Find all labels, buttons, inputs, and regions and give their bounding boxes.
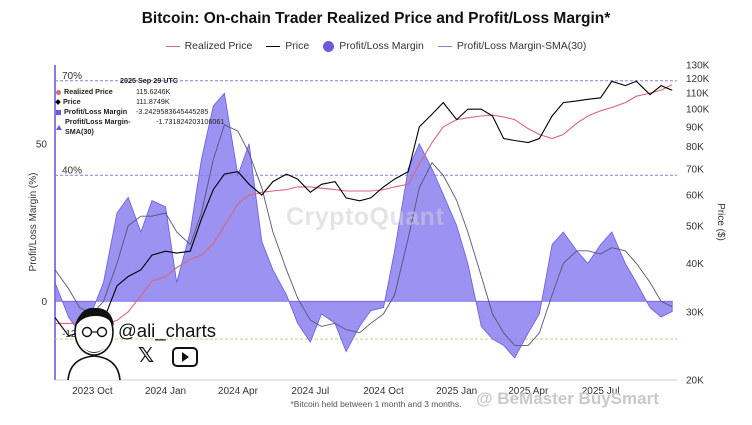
- youtube-icon[interactable]: [172, 347, 199, 367]
- left-tick-0: 50: [36, 139, 48, 150]
- tooltip-value: -1.731824203106061: [156, 117, 225, 126]
- tooltip-label: Realized Price: [64, 87, 113, 96]
- tooltip-value: -3.2429583645445285: [136, 107, 209, 116]
- legend-label-margin: Profit/Loss Margin: [339, 40, 424, 52]
- tooltip-label: Price: [63, 97, 81, 106]
- price-marker-icon: [55, 99, 61, 105]
- right-tick-4: 90K: [686, 122, 704, 133]
- tooltip-label: Profit/Loss Margin-SMA(30): [65, 117, 131, 136]
- x-icon[interactable]: 𝕏: [138, 345, 155, 367]
- margin-sma-line: [54, 124, 673, 346]
- legend-swatch-margin: [323, 40, 335, 52]
- right-tick-11: 20K: [686, 376, 704, 387]
- right-tick-8: 50K: [686, 221, 704, 232]
- tooltip-row-realized: Realized Price 115.6246K: [56, 87, 236, 97]
- legend-label-margin-sma: Profit/Loss Margin-SMA(30): [456, 40, 587, 52]
- author-handle: @ali_charts: [118, 320, 216, 341]
- x-tick-6: 2025 Apr: [508, 386, 549, 397]
- tooltip-label: Profit/Loss Margin: [64, 107, 128, 116]
- x-tick-1: 2024 Jan: [145, 386, 186, 397]
- right-axis-label: Price ($): [715, 203, 726, 241]
- margin-area: [54, 92, 673, 359]
- legend: Realized Price Price Profit/Loss Margin …: [0, 40, 752, 52]
- legend-item-realized-price[interactable]: Realized Price: [165, 40, 253, 52]
- tooltip-value: 115.6246K: [136, 87, 171, 96]
- right-tick-3: 100K: [686, 105, 710, 116]
- realized-price-line: [55, 84, 673, 326]
- reference-line-label-1: 40%: [62, 165, 82, 176]
- right-tick-5: 80K: [686, 142, 704, 153]
- cryptoquant-watermark: CryptoQuant: [286, 203, 445, 231]
- legend-label-price: Price: [285, 40, 310, 52]
- left-axis-label: Profit/Loss Margin (%): [28, 173, 39, 272]
- reference-line-label-0: 70%: [62, 71, 82, 82]
- left-tick-1: 0: [41, 297, 47, 308]
- legend-swatch-margin-sma: [437, 45, 452, 47]
- right-tick-1: 120K: [686, 74, 710, 85]
- footnote: *Bitcoin held between 1 month and 3 mont…: [290, 399, 462, 409]
- legend-item-price[interactable]: Price: [266, 40, 309, 52]
- chart-title: Bitcoin: On-chain Trader Realized Price …: [141, 10, 611, 27]
- x-tick-0: 2023 Oct: [72, 386, 113, 397]
- tooltip-row-margin: Profit/Loss Margin -3.2429583645445285: [56, 107, 236, 117]
- right-tick-9: 40K: [686, 259, 704, 270]
- chart-tooltip: 2025 Sep 29 UTC Realized Price 115.6246K…: [55, 76, 236, 137]
- right-tick-10: 30K: [686, 307, 704, 318]
- legend-item-margin-sma[interactable]: Profit/Loss Margin-SMA(30): [437, 40, 587, 52]
- x-tick-4: 2024 Oct: [363, 386, 404, 397]
- sma-marker-icon: [56, 124, 62, 130]
- x-tick-7: 2025 Jul: [582, 386, 620, 397]
- x-tick-3: 2024 Jul: [291, 386, 329, 397]
- realized-price-marker-icon: [56, 89, 61, 95]
- right-tick-0: 130K: [686, 61, 710, 72]
- x-tick-2: 2024 Apr: [218, 386, 259, 397]
- margin-marker-icon: [56, 109, 61, 115]
- price-line: [54, 80, 673, 337]
- tooltip-row-sma: Profit/Loss Margin-SMA(30) -1.7318242031…: [56, 117, 236, 137]
- tooltip-date: 2025 Sep 29 UTC: [120, 76, 178, 85]
- right-tick-6: 70K: [686, 165, 704, 176]
- tooltip-value: 111.8749K: [136, 97, 170, 106]
- legend-label-realized-price: Realized Price: [184, 40, 253, 52]
- legend-swatch-realized-price: [165, 45, 180, 47]
- legend-swatch-price: [266, 45, 281, 47]
- x-tick-5: 2025 Jan: [436, 386, 477, 397]
- right-tick-2: 110K: [686, 89, 709, 100]
- right-tick-7: 60K: [686, 191, 704, 202]
- legend-item-margin[interactable]: Profit/Loss Margin: [323, 40, 424, 52]
- bemaster-watermark: @ BeMaster BuySmart: [476, 389, 659, 408]
- social-icons: 𝕏: [138, 345, 199, 367]
- tooltip-row-price: Price 111.8749K: [55, 97, 236, 107]
- avatar-illustration-icon: [67, 307, 121, 381]
